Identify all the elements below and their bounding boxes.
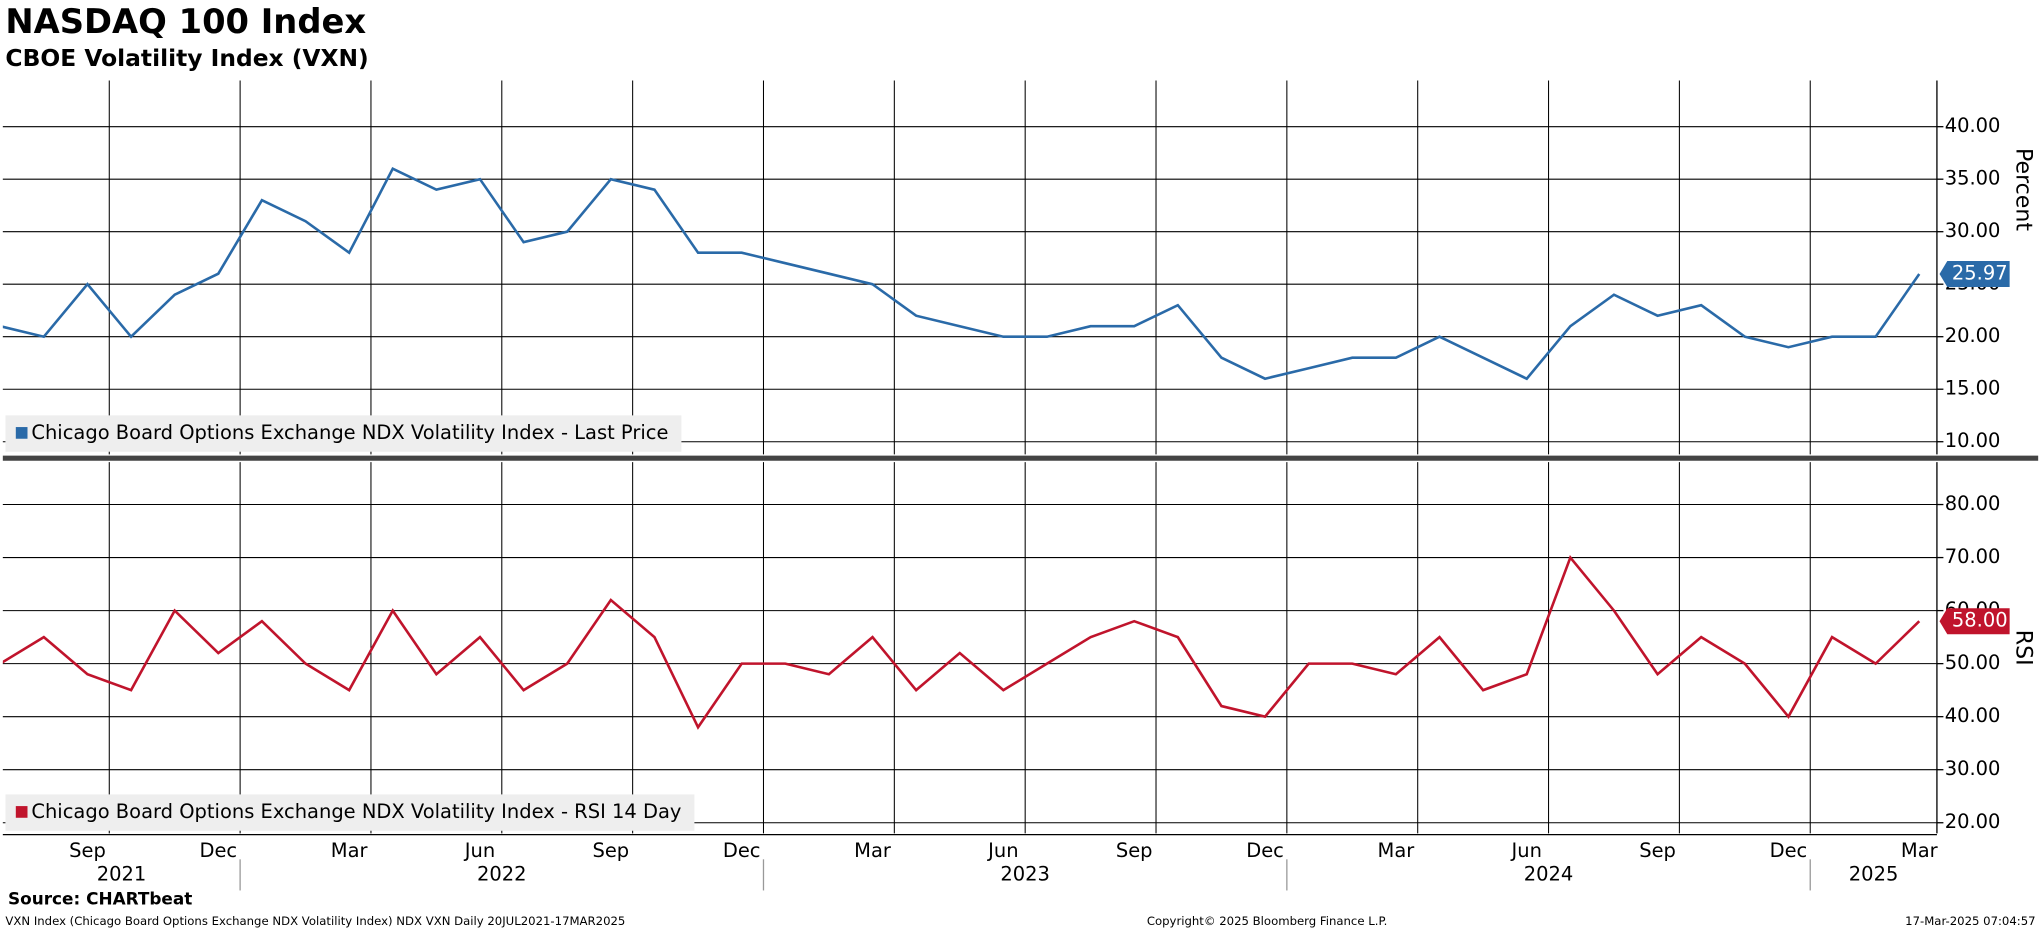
x-tick-label: Sep [1116,839,1153,862]
y-tick-label: 40.00 [1945,704,2001,727]
x-tick-label: Sep [592,839,629,862]
legend-label: Chicago Board Options Exchange NDX Volat… [31,421,668,444]
x-tick-label: Jun [1511,839,1542,862]
y-axis-title: Percent [2011,148,2036,231]
x-tick-label: Sep [1639,839,1676,862]
last-value-label: 25.97 [1952,262,2008,285]
y-tick-label: 70.00 [1945,545,2001,568]
x-tick-label: Mar [854,839,891,862]
y-tick-label: 20.00 [1945,810,2001,833]
data-line [2,555,1921,730]
data-line [2,166,1921,381]
y-tick-label: 15.00 [1945,377,2001,400]
x-tick-label: Jun [987,839,1018,862]
x-year-label: 2022 [477,862,527,885]
source: Source: CHARTbeat [8,889,192,909]
y-axis-title: RSI [2011,630,2036,666]
y-tick-label: 30.00 [1945,219,2001,242]
x-tick-label: Mar [1901,839,1938,862]
x-tick-label: Mar [1378,839,1415,862]
y-tick-label: 10.00 [1945,429,2001,452]
footer-description: VXN Index (Chicago Board Options Exchang… [5,914,625,928]
legend-label: Chicago Board Options Exchange NDX Volat… [31,800,681,823]
x-tick-label: Dec [1246,839,1284,862]
x-tick-label: Mar [331,839,368,862]
x-year-label: 2023 [1000,862,1050,885]
y-tick-label: 80.00 [1945,492,2001,515]
last-value-badge [1939,608,2010,635]
x-tick-label: Dec [1770,839,1808,862]
x-year-label: 2025 [1849,862,1899,885]
footer-timestamp: 17-Mar-2025 07:04:57 [1905,914,2035,928]
y-tick-label: 20.00 [1945,324,2001,347]
x-year-label: 2024 [1524,862,1574,885]
chart-title: NASDAQ 100 Index [5,2,366,41]
x-year-label: 2021 [97,862,147,885]
y-tick-label: 50.00 [1945,651,2001,674]
last-value-label: 58.00 [1952,609,2008,632]
legend-swatch [15,427,28,439]
legend-box [5,794,695,831]
footer-copyright: Copyright© 2025 Bloomberg Finance L.P. [1147,914,1388,928]
y-tick-label: 40.00 [1945,114,2001,137]
x-tick-label: Jun [464,839,495,862]
y-tick-label: 35.00 [1945,167,2001,190]
y-tick-label: 30.00 [1945,757,2001,780]
x-tick-label: Sep [69,839,106,862]
last-value-badge [1939,261,2010,287]
legend-swatch [15,806,28,818]
x-tick-label: Dec [723,839,761,862]
x-tick-label: Dec [199,839,237,862]
chart-subtitle: CBOE Volatility Index (VXN) [5,44,368,72]
legend-box [5,415,682,452]
